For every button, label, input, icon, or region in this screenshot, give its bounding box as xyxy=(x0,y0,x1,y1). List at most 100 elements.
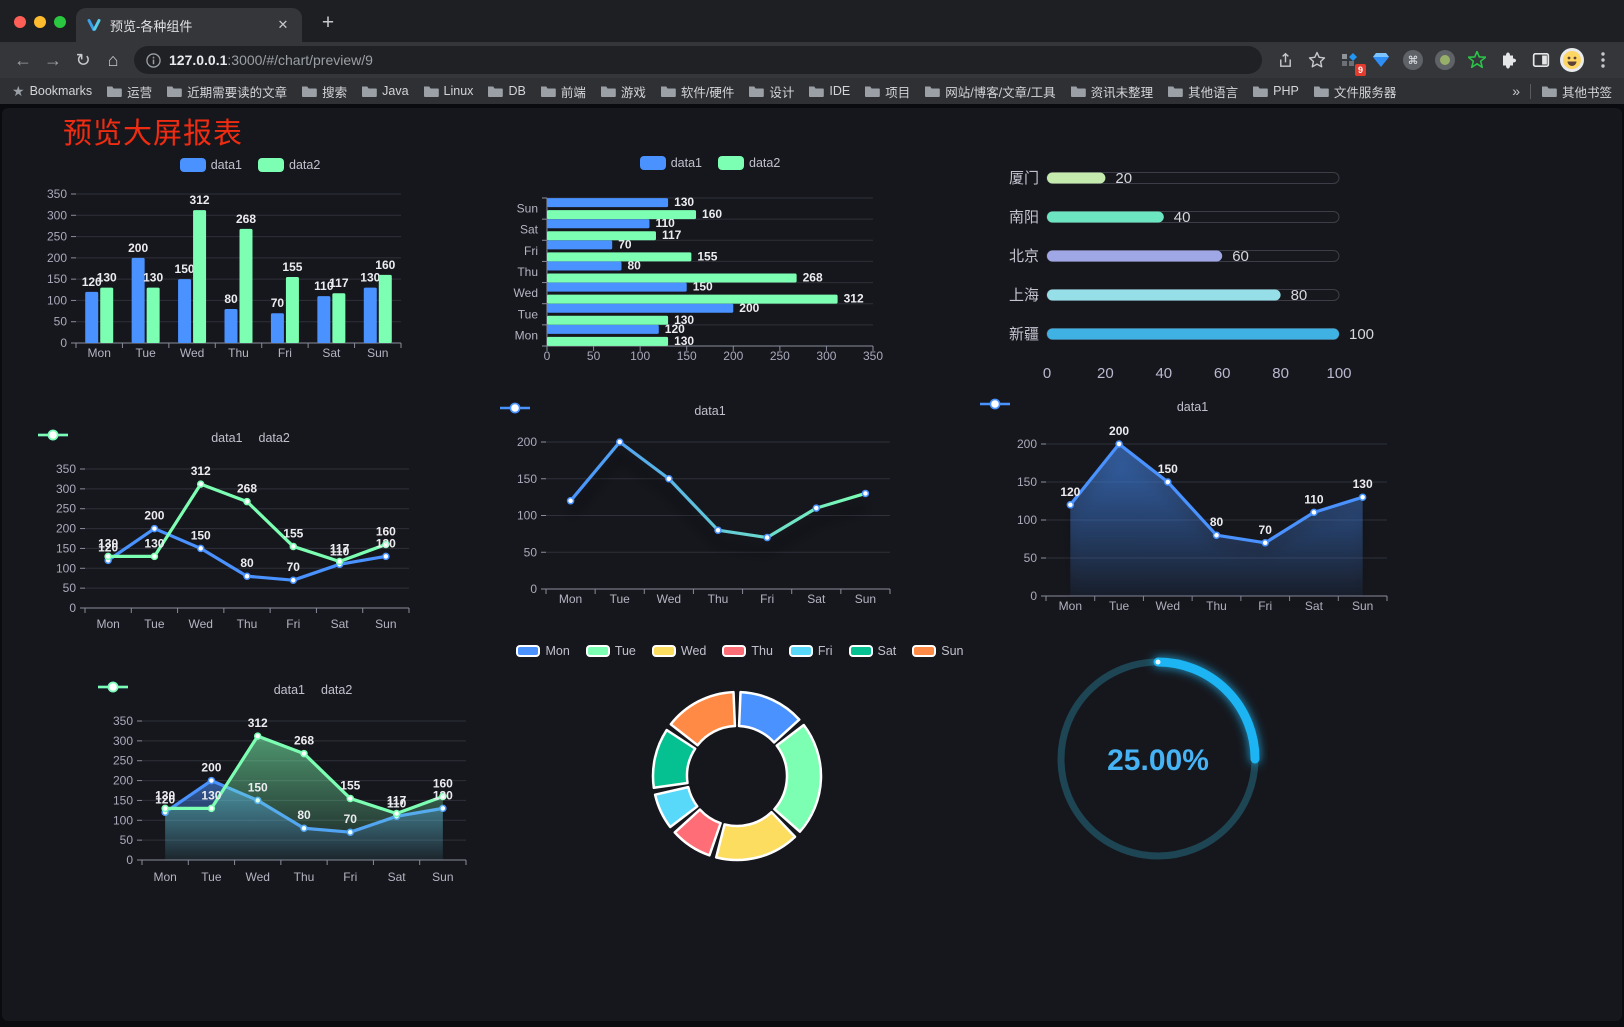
legend-item[interactable]: Thu xyxy=(722,644,773,658)
bookmark-folder[interactable]: 前端 xyxy=(540,82,586,101)
bookmark-label: 近期需要读的文章 xyxy=(187,85,288,100)
svg-text:100: 100 xyxy=(517,509,537,523)
chart-line-area[interactable]: data1 0 50 100 150 200 Mon Tue Wed Thu Fri Sat Sun 12… xyxy=(980,396,1405,618)
bookmark-folder[interactable]: 文件服务器 xyxy=(1313,82,1396,101)
forward-icon[interactable]: → xyxy=(44,50,62,70)
svg-text:Fri: Fri xyxy=(343,870,357,884)
legend-item[interactable]: data2 xyxy=(718,156,780,170)
window-minimize-button[interactable] xyxy=(34,16,46,28)
chart-line-gradient[interactable]: data1 0 50 100 150 200 Mon Tue Wed Thu Fri Sat Sun xyxy=(500,400,920,615)
legend-item[interactable]: Sun xyxy=(912,644,964,658)
svg-text:130: 130 xyxy=(201,788,221,802)
svg-text:Sun: Sun xyxy=(855,592,876,606)
svg-text:312: 312 xyxy=(191,464,211,478)
window-zoom-button[interactable] xyxy=(54,16,66,28)
other-bookmarks-folder[interactable]: 其他书签 xyxy=(1541,82,1612,101)
reload-icon[interactable]: ↻ xyxy=(75,50,91,70)
bookmark-folder[interactable]: 近期需要读的文章 xyxy=(166,82,287,101)
svg-text:110: 110 xyxy=(655,216,675,230)
legend-item[interactable]: Tue xyxy=(585,644,636,658)
new-tab-button[interactable]: + xyxy=(321,11,335,34)
bookmark-folder[interactable]: PHP xyxy=(1252,82,1299,101)
svg-text:130: 130 xyxy=(98,536,118,550)
bookmark-folder[interactable]: Linux xyxy=(423,82,473,101)
svg-text:312: 312 xyxy=(248,716,268,730)
favicon xyxy=(87,19,101,31)
home-icon[interactable]: ⌂ xyxy=(107,50,119,70)
chart-city-progress-bars[interactable]: 厦门 20 南阳 40 北京 60 上海 80 新疆 100 0 20 40 60 80 100 xyxy=(985,154,1400,389)
folder-icon xyxy=(660,86,676,97)
bookmark-folder[interactable]: 游戏 xyxy=(600,82,646,101)
extension-record-icon[interactable] xyxy=(1432,47,1458,73)
svg-text:130: 130 xyxy=(674,334,694,348)
svg-text:Fri: Fri xyxy=(1258,599,1272,613)
divider xyxy=(1529,83,1531,99)
chart-grouped-bar-vertical[interactable]: data1 data2 0 50 100 150 200 250 300 350 Mon Tue Wed… xyxy=(40,154,460,376)
legend-item[interactable]: data2 xyxy=(38,429,290,445)
legend-item[interactable]: Wed xyxy=(651,644,706,658)
svg-text:300: 300 xyxy=(47,208,67,222)
chart-line-two-areas[interactable]: data1 data2 0 50 100 150 200 250 300 350 Mon Tue Wed… xyxy=(98,679,528,894)
svg-text:60: 60 xyxy=(1214,365,1231,382)
folder-icon xyxy=(1168,86,1183,97)
bookmark-star-icon[interactable] xyxy=(1304,47,1330,73)
side-panel-icon[interactable] xyxy=(1528,47,1554,73)
chart-donut-week[interactable]: Mon Tue Wed Thu Fri Sat Sun xyxy=(516,640,964,890)
chart-gauge-percent[interactable]: 25.00% xyxy=(1048,649,1268,874)
bookmarks-bar: ★ Bookmarks 运营 近期需要读的文章 搜索 Java Linux DB 前端 游戏 软… xyxy=(0,78,1624,104)
extension-tabs-icon[interactable]: 9 xyxy=(1336,47,1366,76)
bookmark-folder[interactable]: DB xyxy=(487,82,526,101)
extension-command-icon[interactable]: ⌘ xyxy=(1400,47,1426,73)
bookmark-folder[interactable]: 运营 xyxy=(106,82,152,101)
legend-item[interactable]: Mon xyxy=(516,644,570,658)
bookmarks-overflow-chevron[interactable]: » xyxy=(1512,83,1520,99)
bookmarks-root[interactable]: ★ Bookmarks xyxy=(12,83,92,100)
bookmark-folder[interactable]: 资讯未整理 xyxy=(1070,82,1153,101)
legend-item[interactable]: data1 xyxy=(179,158,242,172)
legend-item[interactable]: data2 xyxy=(258,158,320,172)
bookmark-folder[interactable]: 其他语言 xyxy=(1167,82,1238,101)
extension-gem-icon[interactable] xyxy=(1368,47,1394,73)
legend-item[interactable]: data1 xyxy=(98,681,305,697)
svg-text:Mon: Mon xyxy=(1059,599,1082,613)
legend-item[interactable]: data1 xyxy=(38,429,243,445)
window-close-button[interactable] xyxy=(14,16,26,28)
tab-close-icon[interactable]: ✕ xyxy=(277,17,289,32)
site-info-icon[interactable] xyxy=(146,52,161,68)
browser-tab[interactable]: 预览-各种组件 ✕ xyxy=(76,8,302,42)
svg-text:40: 40 xyxy=(1174,209,1191,226)
legend-item[interactable]: data1 xyxy=(980,398,1208,414)
address-bar[interactable]: 127.0.0.1:3000/#/chart/preview/9 xyxy=(134,46,1262,74)
svg-text:Wed: Wed xyxy=(188,617,212,631)
legend-item[interactable]: Sat xyxy=(848,644,896,658)
bookmark-folder[interactable]: 项目 xyxy=(864,82,910,101)
legend-item[interactable]: data1 xyxy=(500,402,726,418)
svg-text:130: 130 xyxy=(674,313,694,327)
legend-item[interactable]: data1 xyxy=(639,156,702,170)
folder-icon xyxy=(925,86,941,97)
extension-green-star-icon[interactable] xyxy=(1464,47,1490,73)
svg-text:160: 160 xyxy=(375,258,395,272)
bookmark-folder[interactable]: 设计 xyxy=(748,82,794,101)
bookmark-label: 前端 xyxy=(560,85,586,100)
extensions-puzzle-icon[interactable] xyxy=(1496,47,1522,73)
chart-grouped-bar-horizontal[interactable]: data1 data2 0 50 100 150 200 250 300 350 Mon 120 130… xyxy=(500,152,920,378)
folder-icon xyxy=(302,86,317,97)
share-icon[interactable] xyxy=(1272,47,1298,73)
chart-line-two-series[interactable]: data1 data2 0 50 100 150 200 250 300 350 Mon Tue Wed… xyxy=(38,427,463,639)
svg-text:312: 312 xyxy=(844,292,864,306)
bookmark-folder[interactable]: 网站/博客/文章/工具 xyxy=(924,82,1056,101)
bookmark-folder[interactable]: 搜索 xyxy=(301,82,347,101)
bookmark-folder[interactable]: IDE xyxy=(808,82,850,101)
bookmark-folder[interactable]: Java xyxy=(361,82,409,101)
other-bookmarks-label: 其他书签 xyxy=(1561,85,1612,100)
back-icon[interactable]: ← xyxy=(14,50,32,70)
legend-item[interactable]: Fri xyxy=(788,644,833,658)
svg-text:Tue: Tue xyxy=(136,346,157,360)
svg-text:150: 150 xyxy=(1017,475,1037,489)
folder-icon xyxy=(488,86,504,97)
profile-avatar[interactable] xyxy=(1560,48,1584,72)
legend-item[interactable]: data2 xyxy=(98,681,352,697)
menu-kebab-icon[interactable] xyxy=(1590,47,1616,73)
bookmark-folder[interactable]: 软件/硬件 xyxy=(660,82,734,101)
